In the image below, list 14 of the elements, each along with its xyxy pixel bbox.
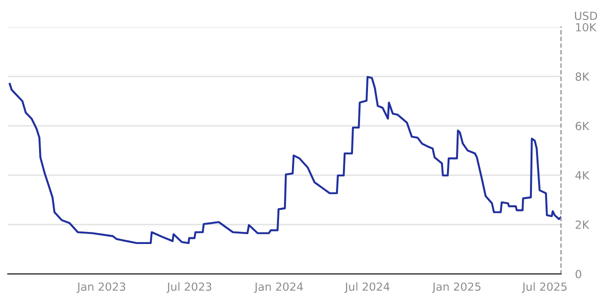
x-tick-label: Jul 2024 [344,282,390,293]
line-series [8,76,561,244]
y-tick-label: 0 [576,270,582,278]
x-tick-label: Jan 2025 [432,282,480,293]
y-tick-label: 10K [576,23,597,32]
y-tick-label: 2K [576,220,590,229]
x-tick-label: Jul 2025 [522,282,567,293]
y-tick-label: 4K [575,171,590,180]
x-tick-label: Jan 2024 [254,282,303,293]
y-tick-label: 6K [576,122,590,130]
x-tick-label: Jul 2023 [166,282,212,293]
y-tick-label: 8K [576,72,590,81]
y-axis-title: USD [574,12,598,20]
x-tick-label: Jan 2023 [76,282,126,293]
